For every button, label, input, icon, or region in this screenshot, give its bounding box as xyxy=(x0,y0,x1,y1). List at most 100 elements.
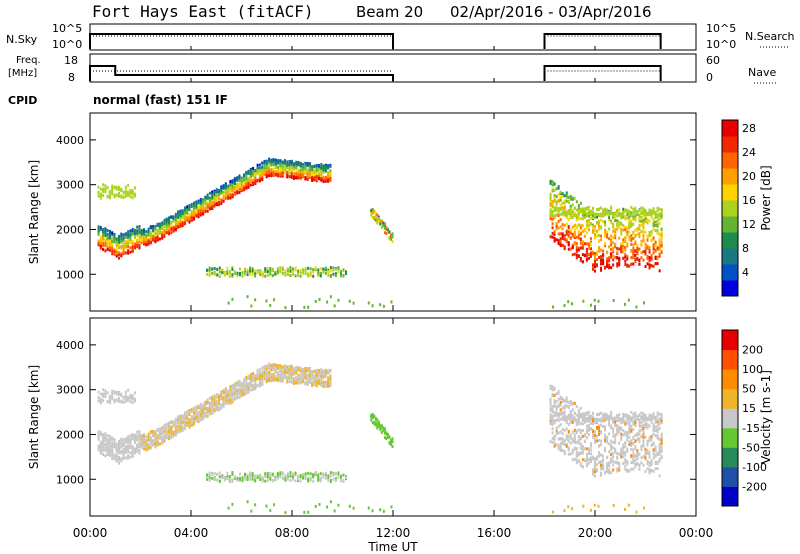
power-cell-836 xyxy=(218,196,221,200)
velocity-cell-879 xyxy=(224,401,227,405)
power-cell-615 xyxy=(181,221,184,225)
velocity-cell-644 xyxy=(186,416,189,420)
power-cell-1245 xyxy=(283,171,286,175)
power-cell-1997 xyxy=(569,210,572,214)
power-cell-1362 xyxy=(304,177,307,181)
power-cell-2770 xyxy=(273,298,276,302)
power-cell-2587 xyxy=(640,219,643,223)
velocity-cell-586 xyxy=(177,420,180,424)
power-cell-2465 xyxy=(626,242,629,246)
velocity-cell-1182 xyxy=(274,375,277,379)
velocity-cell-1052 xyxy=(254,379,257,383)
power-cell-1019 xyxy=(247,177,250,181)
power-cell-2085 xyxy=(581,229,584,233)
velocity-cell-1351 xyxy=(302,378,305,382)
power-cell-1908 xyxy=(559,225,562,229)
power-cell-2681 xyxy=(652,264,655,268)
power-cell-2507 xyxy=(630,213,633,217)
velocity-cell-684 xyxy=(193,417,196,421)
velocity-cell-350 xyxy=(138,431,141,435)
velocity-cell-1604 xyxy=(254,476,257,480)
power-cell-231 xyxy=(124,251,127,255)
power-cell-1891 xyxy=(557,219,560,223)
power-cell-2604 xyxy=(642,234,645,238)
velocity-cell-782 xyxy=(208,403,211,407)
velocity-cell-1043 xyxy=(252,383,255,387)
power-cell-2774 xyxy=(314,299,317,303)
power-cell-1835 xyxy=(551,231,554,235)
power-cell-1804 xyxy=(389,237,392,241)
power-cell-21 xyxy=(99,236,102,240)
power-colorbar-segment-7 xyxy=(722,168,738,185)
power-cell-2347 xyxy=(612,222,615,226)
power-cell-264 xyxy=(127,193,130,197)
power-cell-1075 xyxy=(256,178,259,182)
power-cell-2692 xyxy=(652,211,655,215)
power-cell-1534 xyxy=(208,268,211,272)
velocity-cell-1563 xyxy=(228,475,231,479)
velocity-cell-169 xyxy=(115,398,118,402)
velocity-cell-1919 xyxy=(561,399,564,403)
power-cell-2493 xyxy=(630,221,633,225)
velocity-cell-1906 xyxy=(559,423,562,427)
power-cell-1882 xyxy=(557,239,560,243)
power-cell-2413 xyxy=(620,222,623,226)
power-cell-2247 xyxy=(600,238,603,242)
power-cell-2418 xyxy=(620,247,623,251)
power-cell-288 xyxy=(131,249,134,253)
power-cell-94 xyxy=(106,186,109,190)
power-cell-1176 xyxy=(272,163,275,167)
velocity-cell-1105 xyxy=(261,366,264,370)
power-cell-145 xyxy=(113,238,116,242)
power-cell-1867 xyxy=(555,238,558,242)
velocity-cell-1650 xyxy=(281,471,284,475)
power-cell-2007 xyxy=(571,213,574,217)
velocity-cell-1999 xyxy=(571,437,574,441)
velocity-cell-888 xyxy=(227,392,230,396)
power-cell-300 xyxy=(131,189,134,193)
velocity-cell-132 xyxy=(111,397,114,401)
velocity-cell-1244 xyxy=(283,364,286,368)
velocity-cell-102 xyxy=(108,435,111,439)
velocity-cell-798 xyxy=(211,410,214,414)
power-cell-2633 xyxy=(646,246,649,250)
power-cell-1419 xyxy=(313,165,316,169)
velocity-cell-1256 xyxy=(286,365,289,369)
power-cell-629 xyxy=(183,211,186,215)
power-cell-864 xyxy=(222,199,225,203)
velocity-cell-1316 xyxy=(295,365,298,369)
power-cell-1220 xyxy=(281,168,284,172)
nsearch-label: N.Search xyxy=(745,30,795,43)
power-colorbar-segment-9 xyxy=(722,136,738,153)
velocity-cell-1070 xyxy=(256,368,259,372)
power-cell-336 xyxy=(136,229,139,233)
velocity-cell-2029 xyxy=(573,411,576,415)
power-cell-2799 xyxy=(642,301,645,305)
velocity-cell-2079 xyxy=(579,451,582,455)
power-cell-1148 xyxy=(268,166,271,170)
power-cell-2640 xyxy=(646,235,649,239)
power-cell-1907 xyxy=(559,190,562,194)
power-cell-2447 xyxy=(624,248,627,252)
power-cell-1476 xyxy=(322,175,325,179)
power-cell-1805 xyxy=(389,235,392,239)
velocity-cell-1387 xyxy=(308,376,311,380)
power-cell-1258 xyxy=(286,173,289,177)
velocity-cell-579 xyxy=(177,417,180,421)
power-cell-10 xyxy=(97,243,100,247)
power-cell-2105 xyxy=(583,253,586,257)
velocity-cell-495 xyxy=(163,433,166,437)
velocity-cell-1893 xyxy=(557,412,560,416)
power-cell-2180 xyxy=(591,252,594,256)
power-cell-1981 xyxy=(569,194,572,198)
velocity-cell-695 xyxy=(195,413,198,417)
velocity-cell-768 xyxy=(206,398,209,402)
velocity-cell-1230 xyxy=(281,370,284,374)
velocity-cell-1819 xyxy=(549,386,552,390)
power-cell-1697 xyxy=(312,270,315,274)
power-cell-1830 xyxy=(551,205,554,209)
velocity-cell-1937 xyxy=(563,404,566,408)
power-cell-838 xyxy=(218,194,221,198)
velocity-cell-2008 xyxy=(571,439,574,443)
power-cell-2422 xyxy=(620,214,623,218)
